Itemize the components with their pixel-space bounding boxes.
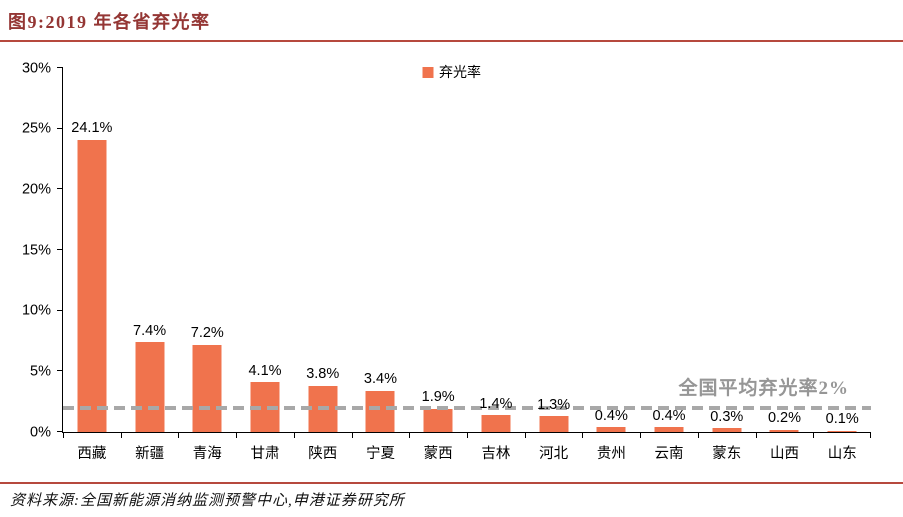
y-axis-tick [57,431,63,432]
chart-legend: 弃光率 [422,62,481,82]
x-axis-tick [236,432,238,438]
bar-value-label: 1.9% [421,389,455,406]
bar-series: 24.1% 西藏 7.4% 新疆 7.2% 青海 4.1% 甘肃 3.8% 陕西 3.4% 宁夏 1.9… [63,68,871,462]
bar-value-label: 0.4% [594,407,628,424]
x-axis-tick [813,432,815,438]
x-axis-tick [582,432,584,438]
x-axis-tick [293,432,295,438]
bar [712,428,742,432]
y-axis-label: 5% [30,363,51,380]
bar-column: 3.8% 陕西 [294,68,352,462]
y-axis-tick [57,309,63,311]
y-axis-label: 10% [21,302,51,319]
x-axis-category-label: 西藏 [77,446,107,462]
bar-value-label: 3.4% [363,371,397,388]
bar-column: 1.3% 河北 [525,68,583,462]
bar-value-label: 3.8% [306,366,340,383]
x-axis-tick [351,432,353,438]
bar-value-label: 4.1% [248,362,282,379]
bar-column: 24.1% 西藏 [63,68,121,462]
bar-column: 1.9% 蒙西 [409,68,467,462]
plot-area: 24.1% 西藏 7.4% 新疆 7.2% 青海 4.1% 甘肃 3.8% 陕西 3.4% 宁夏 1.9… [22,61,871,462]
x-axis-category-label: 蒙东 [712,446,742,462]
y-axis-tick [57,127,63,129]
y-axis-label: 25% [21,120,51,137]
bar-value-label: 24.1% [71,120,113,137]
bar [654,427,684,432]
bar-column: 0.2% 山西 [756,68,814,462]
x-axis-tick [697,432,699,438]
bar-column: 4.1% 甘肃 [236,68,294,462]
y-axis-label: 30% [21,59,51,76]
bar-value-label: 7.2% [190,325,224,342]
bar-value-label: 1.4% [479,395,513,412]
bar [365,390,395,432]
y-axis-tick [57,188,63,190]
bar [135,342,165,432]
bar [827,430,857,432]
bar-column: 0.4% 贵州 [582,68,640,462]
bar-value-label: 0.2% [767,410,802,427]
bar [481,415,511,432]
x-axis-tick [63,432,64,438]
x-axis-category-label: 宁夏 [365,446,395,462]
bar-column: 1.4% 吉林 [467,68,525,462]
bar-column: 7.2% 青海 [178,68,236,462]
bar [539,416,569,432]
x-axis-category-label: 河北 [539,446,569,462]
x-axis-category-label: 甘肃 [250,446,280,462]
y-axis-label: 0% [30,423,51,440]
bar [596,427,626,432]
average-line [63,405,871,410]
x-axis-tick [640,432,642,438]
bar-value-label: 7.4% [133,322,167,339]
x-axis-category-label: 新疆 [135,446,165,462]
x-axis-category-label: 山东 [827,446,857,462]
x-axis-category-label: 山西 [769,446,799,462]
x-axis-tick [409,432,411,438]
legend-label: 弃光率 [439,66,481,81]
x-axis-category-label: 蒙西 [423,446,453,462]
y-axis-tick [57,249,63,250]
bar [77,139,107,432]
x-axis-category-label: 贵州 [596,446,626,462]
x-axis-tick [467,432,468,438]
bar-column: 0.1% 山东 [813,68,871,462]
bar [192,344,222,432]
x-axis-category-label: 陕西 [308,446,338,462]
legend-swatch [422,66,433,78]
bar-value-label: 0.3% [710,408,744,425]
bar [423,408,453,432]
bar-column: 7.4% 新疆 [121,68,179,462]
y-axis-label: 20% [21,181,51,198]
y-axis-tick [57,370,63,372]
x-axis-tick [178,432,180,438]
x-axis-tick [120,432,122,438]
average-line-label: 全国平均弃光率2% [678,377,849,399]
x-axis-category-label: 云南 [654,446,684,462]
x-axis-tick [870,432,871,438]
title-divider [0,40,903,42]
footer-divider [0,482,903,484]
x-axis-category-label: 青海 [192,446,222,462]
y-axis-label: 15% [21,241,51,258]
y-axis-tick [57,67,63,68]
bar-value-label: 1.3% [537,396,571,413]
x-axis-category-label: 吉林 [481,446,511,462]
x-axis-tick [755,432,757,438]
bar-column: 3.4% 宁夏 [352,68,410,462]
source-note: 资料来源:全国新能源消纳监测预警中心,申港证券研究所 [10,493,405,509]
bar-column: 0.4% 云南 [640,68,698,462]
figure-title: 图9:2019 年各省弃光率 [8,12,211,32]
bar-column: 0.3% 蒙东 [698,68,756,462]
bar [769,429,799,432]
bar-value-label: 0.4% [652,407,686,424]
x-axis-tick [524,432,526,438]
bar-value-label: 0.1% [825,411,859,428]
